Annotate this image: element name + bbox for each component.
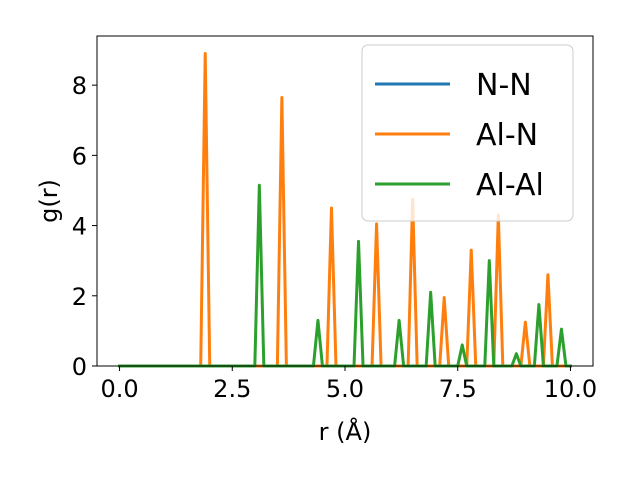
legend: N-N Al-N Al-Al — [361, 44, 574, 222]
y-tick-label: 8 — [72, 72, 87, 100]
y-tick-label: 2 — [72, 283, 87, 311]
x-tick-label: 0.0 — [100, 375, 138, 403]
y-tick-label: 6 — [72, 142, 87, 170]
x-tick-label: 10.0 — [544, 375, 597, 403]
x-axis-label: r (Å) — [319, 417, 372, 446]
legend-label-al-al: Al-Al — [476, 168, 544, 203]
y-tick-label: 0 — [72, 353, 87, 381]
x-tick-label: 2.5 — [213, 375, 251, 403]
legend-label-al-n: Al-N — [476, 118, 538, 153]
legend-entries: N-N Al-N Al-Al — [375, 68, 544, 203]
y-axis-label: g(r) — [35, 179, 63, 223]
x-tick-label: 7.5 — [439, 375, 477, 403]
y-axis: 0 2 4 6 8 — [72, 72, 97, 381]
x-axis: 0.0 2.5 5.0 7.5 10.0 — [100, 366, 597, 403]
legend-label-n-n: N-N — [476, 68, 532, 103]
x-tick-label: 5.0 — [326, 375, 364, 403]
legend-frame — [361, 44, 574, 222]
y-tick-label: 4 — [72, 213, 87, 241]
